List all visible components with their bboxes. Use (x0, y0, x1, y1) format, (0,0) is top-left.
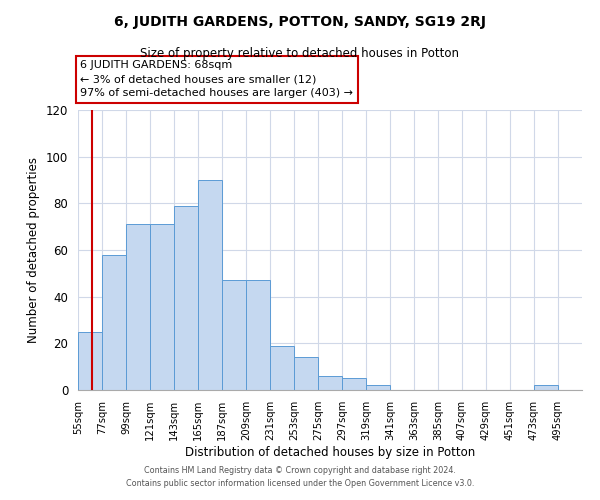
Bar (150, 224, 174, 390)
Bar (342, 378, 366, 390)
Bar (534, 386, 558, 390)
Text: 6, JUDITH GARDENS, POTTON, SANDY, SG19 2RJ: 6, JUDITH GARDENS, POTTON, SANDY, SG19 2… (114, 15, 486, 29)
Bar (102, 254, 126, 390)
X-axis label: Distribution of detached houses by size in Potton: Distribution of detached houses by size … (185, 446, 475, 458)
Bar (294, 358, 318, 390)
Y-axis label: Number of detached properties: Number of detached properties (28, 157, 40, 343)
Bar (78, 332, 102, 390)
Bar (174, 206, 198, 390)
Bar (198, 180, 222, 390)
Text: Size of property relative to detached houses in Potton: Size of property relative to detached ho… (140, 48, 460, 60)
Bar (246, 280, 270, 390)
Text: 6 JUDITH GARDENS: 68sqm
← 3% of detached houses are smaller (12)
97% of semi-det: 6 JUDITH GARDENS: 68sqm ← 3% of detached… (80, 60, 353, 98)
Bar (270, 346, 294, 390)
Bar (222, 280, 246, 390)
Bar (126, 224, 150, 390)
Bar (366, 386, 390, 390)
Text: Contains HM Land Registry data © Crown copyright and database right 2024.
Contai: Contains HM Land Registry data © Crown c… (126, 466, 474, 487)
Bar (318, 376, 342, 390)
